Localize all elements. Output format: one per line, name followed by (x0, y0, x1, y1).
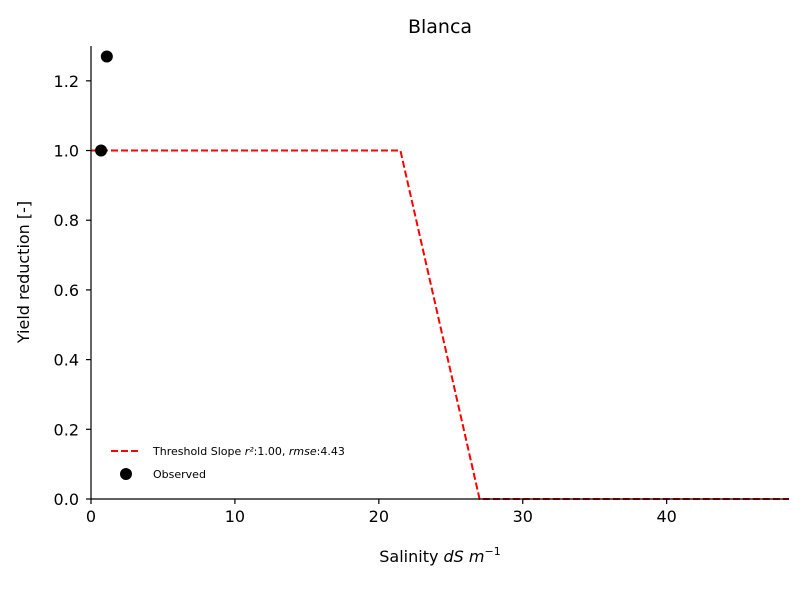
legend-scatter-label: Observed (153, 468, 206, 481)
plot-area (91, 50, 789, 500)
x-tick-label: 0 (86, 507, 96, 526)
observed-point (95, 144, 108, 157)
observed-point (100, 50, 113, 63)
x-tick-label: 10 (225, 507, 245, 526)
y-tick-label: 1.0 (54, 142, 79, 161)
x-axis-label-unit-ds: dS (444, 547, 464, 566)
y-tick-label: 0.6 (54, 281, 79, 300)
x-axis-label: Salinity dS m−1 (379, 545, 500, 566)
y-tick-label: 0.0 (54, 490, 79, 509)
y-tick-label: 0.8 (54, 211, 79, 230)
x-axis-label-exponent: −1 (485, 545, 501, 558)
y-tick-label: 0.2 (54, 420, 79, 439)
x-tick-label: 20 (369, 507, 389, 526)
y-tick-label: 0.4 (54, 351, 79, 370)
chart-title: Blanca (408, 16, 472, 38)
y-axis-label: Yield reduction [-] (14, 201, 33, 344)
x-axis-label-unit-m: m (469, 547, 485, 566)
legend-line-label: Threshold Slope r²:1.00, rmse:4.43 (152, 445, 345, 458)
legend: Threshold Slope r²:1.00, rmse:4.43 Obser… (111, 445, 345, 481)
x-ticks: 0 10 20 30 40 (86, 499, 677, 526)
y-tick-label: 1.2 (54, 72, 79, 91)
y-ticks: 0.0 0.2 0.4 0.6 0.8 1.0 1.2 (54, 72, 91, 509)
legend-scatter-swatch (120, 468, 132, 480)
x-tick-label: 30 (513, 507, 533, 526)
x-tick-label: 40 (656, 507, 676, 526)
x-axis-label-prefix: Salinity (379, 547, 443, 566)
